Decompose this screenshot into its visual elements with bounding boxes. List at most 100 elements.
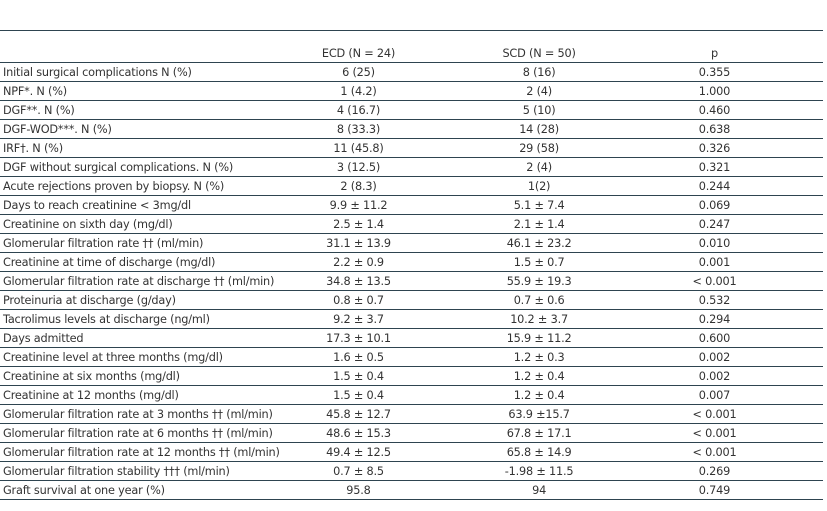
ecd-value: 0.8 ± 0.7 <box>279 290 438 310</box>
row-label: Acute rejections proven by biopsy. N (%) <box>0 176 280 196</box>
ecd-value: 48.6 ± 15.3 <box>279 423 438 443</box>
scd-value: 8 (16) <box>437 62 641 82</box>
ecd-value: 3 (12.5) <box>279 157 438 177</box>
scd-value: 5.1 ± 7.4 <box>437 195 641 215</box>
table-row: Glomerular filtration rate at 12 months … <box>0 442 823 462</box>
table-row: Creatinine at time of discharge (mg/dl) 2… <box>0 252 823 272</box>
table-row: DGF-WOD***. N (%) 8 (33.3) 14 (28) 0.638 <box>0 119 823 139</box>
ecd-value: 45.8 ± 12.7 <box>279 404 438 424</box>
scd-value: 94 <box>437 480 641 500</box>
scd-value: 10.2 ± 3.7 <box>437 309 641 329</box>
scd-value: 1.2 ± 0.3 <box>437 347 641 367</box>
p-value: 0.244 <box>640 176 823 196</box>
ecd-value: 2 (8.3) <box>279 176 438 196</box>
p-value: 0.532 <box>640 290 823 310</box>
ecd-value: 9.2 ± 3.7 <box>279 309 438 329</box>
p-value: < 0.001 <box>640 271 823 291</box>
row-label: Days admitted <box>0 328 280 348</box>
ecd-value: 2.2 ± 0.9 <box>279 252 438 272</box>
row-label: Glomerular filtration rate †† (ml/min) <box>0 233 280 253</box>
p-value: 0.007 <box>640 385 823 405</box>
p-value: 0.002 <box>640 347 823 367</box>
row-label: NPF*. N (%) <box>0 81 280 101</box>
p-value: 0.355 <box>640 62 823 82</box>
p-value: < 0.001 <box>640 404 823 424</box>
header-row: ECD (N = 24) SCD (N = 50) p <box>0 44 823 63</box>
p-value: 0.321 <box>640 157 823 177</box>
scd-value: 63.9 ±15.7 <box>437 404 641 424</box>
scd-value: 2 (4) <box>437 157 641 177</box>
table-row: Proteinuria at discharge (g/day) 0.8 ± 0.… <box>0 290 823 310</box>
scd-value: 5 (10) <box>437 100 641 120</box>
ecd-value: 17.3 ± 10.1 <box>279 328 438 348</box>
p-value: 0.460 <box>640 100 823 120</box>
row-label: IRF†. N (%) <box>0 138 280 158</box>
table-row: Glomerular filtration rate †† (ml/min) 31… <box>0 233 823 253</box>
scd-value: 55.9 ± 19.3 <box>437 271 641 291</box>
table-row: Glomerular filtration rate at discharge … <box>0 271 823 291</box>
table-row: Acute rejections proven by biopsy. N (%)… <box>0 176 823 196</box>
ecd-value: 6 (25) <box>279 62 438 82</box>
table-row: Creatinine at six months (mg/dl) 1.5 ± 0.… <box>0 366 823 386</box>
ecd-value: 31.1 ± 13.9 <box>279 233 438 253</box>
row-label: Creatinine at time of discharge (mg/dl) <box>0 252 280 272</box>
p-value: 1.000 <box>640 81 823 101</box>
scd-value: 14 (28) <box>437 119 641 139</box>
row-label: Proteinuria at discharge (g/day) <box>0 290 280 310</box>
scd-value: 1.2 ± 0.4 <box>437 385 641 405</box>
table-row: Graft survival at one year (%) 95.8 94 0.74… <box>0 480 823 500</box>
row-label: Creatinine on sixth day (mg/dl) <box>0 214 280 234</box>
table-row: NPF*. N (%) 1 (4.2) 2 (4) 1.000 <box>0 81 823 101</box>
p-value: < 0.001 <box>640 442 823 462</box>
ecd-value: 34.8 ± 13.5 <box>279 271 438 291</box>
table-row: Glomerular filtration rate at 3 months †… <box>0 404 823 424</box>
ecd-value: 1.6 ± 0.5 <box>279 347 438 367</box>
ecd-value: 95.8 <box>279 480 438 500</box>
table-row: Initial surgical complications N (%) 6 (2… <box>0 62 823 82</box>
ecd-value: 8 (33.3) <box>279 119 438 139</box>
p-value: 0.002 <box>640 366 823 386</box>
p-value: 0.326 <box>640 138 823 158</box>
header-p: p <box>640 44 823 63</box>
row-label: DGF without surgical complications. N (%… <box>0 157 280 177</box>
table-row: IRF†. N (%) 11 (45.8) 29 (58) 0.326 <box>0 138 823 158</box>
row-label: Creatinine at six months (mg/dl) <box>0 366 280 386</box>
table-row: Creatinine level at three months (mg/dl)… <box>0 347 823 367</box>
ecd-value: 1.5 ± 0.4 <box>279 366 438 386</box>
top-rule <box>0 30 823 31</box>
scd-value: 67.8 ± 17.1 <box>437 423 641 443</box>
p-value: 0.001 <box>640 252 823 272</box>
row-label: Tacrolimus levels at discharge (ng/ml) <box>0 309 280 329</box>
p-value: < 0.001 <box>640 423 823 443</box>
scd-value: 65.8 ± 14.9 <box>437 442 641 462</box>
scd-value: 1(2) <box>437 176 641 196</box>
scd-value: 2 (4) <box>437 81 641 101</box>
table-row: DGF**. N (%) 4 (16.7) 5 (10) 0.460 <box>0 100 823 120</box>
table-row: Creatinine on sixth day (mg/dl) 2.5 ± 1.4… <box>0 214 823 234</box>
scd-value: 0.7 ± 0.6 <box>437 290 641 310</box>
ecd-value: 4 (16.7) <box>279 100 438 120</box>
scd-value: 1.2 ± 0.4 <box>437 366 641 386</box>
table-row: Creatinine at 12 months (mg/dl) 1.5 ± 0.4… <box>0 385 823 405</box>
scd-value: -1.98 ± 11.5 <box>437 461 641 481</box>
row-label: DGF-WOD***. N (%) <box>0 119 280 139</box>
p-value: 0.069 <box>640 195 823 215</box>
row-label: Initial surgical complications N (%) <box>0 62 280 82</box>
scd-value: 46.1 ± 23.2 <box>437 233 641 253</box>
ecd-value: 0.7 ± 8.5 <box>279 461 438 481</box>
ecd-value: 9.9 ± 11.2 <box>279 195 438 215</box>
row-label: Glomerular filtration rate at 12 months … <box>0 442 280 462</box>
scd-value: 29 (58) <box>437 138 641 158</box>
table-row: DGF without surgical complications. N (%… <box>0 157 823 177</box>
scd-value: 1.5 ± 0.7 <box>437 252 641 272</box>
ecd-value: 1 (4.2) <box>279 81 438 101</box>
p-value: 0.600 <box>640 328 823 348</box>
row-label: Glomerular filtration rate at 3 months †… <box>0 404 280 424</box>
row-label: Glomerular filtration rate at 6 months †… <box>0 423 280 443</box>
header-scd: SCD (N = 50) <box>437 44 641 63</box>
table-row: Days to reach creatinine < 3mg/dl 9.9 ± 1… <box>0 195 823 215</box>
row-label: Graft survival at one year (%) <box>0 480 280 500</box>
p-value: 0.294 <box>640 309 823 329</box>
ecd-value: 2.5 ± 1.4 <box>279 214 438 234</box>
scd-value: 2.1 ± 1.4 <box>437 214 641 234</box>
